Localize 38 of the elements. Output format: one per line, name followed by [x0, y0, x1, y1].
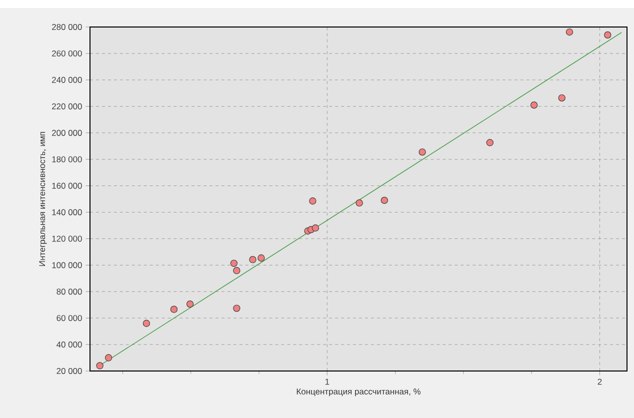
- y-tick-label: 140 000: [52, 209, 82, 216]
- point: [530, 101, 538, 109]
- y-tick-label: 120 000: [52, 236, 82, 242]
- point: [309, 197, 316, 205]
- point: [486, 139, 494, 146]
- point: [312, 224, 320, 232]
- point: [186, 300, 194, 308]
- y-tick-label: 100 000: [52, 262, 82, 268]
- point: [258, 254, 265, 262]
- y-axis-title: Интегральная интенсивность, имп: [39, 132, 47, 266]
- x-axis-title: Концентрация рассчитанная, %: [296, 388, 421, 396]
- y-tick-label: 240 000: [52, 76, 82, 83]
- point: [356, 199, 363, 207]
- point: [233, 266, 240, 274]
- point: [604, 31, 612, 39]
- point: [566, 28, 574, 36]
- point: [170, 306, 178, 313]
- y-tick-label: 180 000: [52, 156, 82, 162]
- point: [249, 256, 256, 264]
- point: [233, 304, 240, 312]
- y-tick-label: 220 000: [52, 103, 82, 110]
- y-tick-label: 200 000: [52, 130, 82, 136]
- x-tick-label: 1: [325, 378, 330, 385]
- y-tick-label: 260 000: [52, 50, 82, 56]
- point: [104, 354, 112, 362]
- x-tick-label: 2: [598, 378, 602, 385]
- y-tick-label: 280 000: [52, 24, 82, 30]
- point: [418, 148, 426, 156]
- y-tick-label: 80 000: [56, 288, 82, 295]
- point: [142, 320, 150, 327]
- point: [96, 362, 104, 370]
- point: [380, 196, 388, 204]
- y-tick-label: 160 000: [52, 182, 82, 189]
- y-tick-label: 40 000: [56, 342, 82, 348]
- point: [558, 94, 566, 102]
- point: [230, 260, 238, 267]
- y-tick-label: 20 000: [56, 368, 82, 374]
- y-tick-label: 60 000: [56, 315, 82, 322]
